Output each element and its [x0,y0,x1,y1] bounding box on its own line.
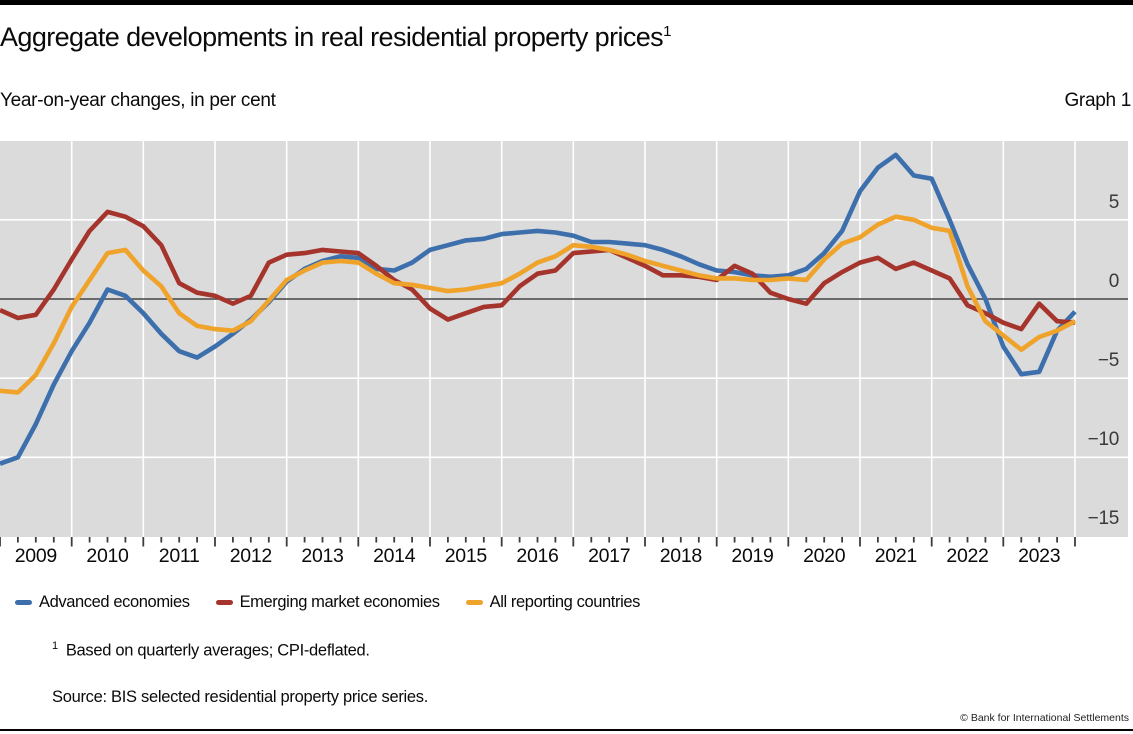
legend-label: Emerging market economies [239,593,440,611]
graph-number-label: Graph 1 [1064,90,1131,111]
chart-legend: Advanced economies Emerging market econom… [15,593,666,612]
y-tick-label: −10 [1087,429,1120,451]
year-label: 2019 [731,545,774,567]
year-label: 2020 [803,545,846,567]
year-label: 2022 [946,545,989,567]
year-label: 2021 [874,545,917,567]
legend-label: Advanced economies [39,593,190,611]
year-label: 2015 [444,545,487,567]
page-title: Aggregate developments in real residenti… [0,22,671,53]
legend-swatch-icon [15,600,32,605]
title-footnote-marker: 1 [663,23,671,40]
top-rule [0,0,1133,5]
series-line-2 [0,214,1077,395]
chart-subtitle: Year-on-year changes, in per cent [0,90,276,111]
year-label: 2009 [14,545,57,567]
year-label: 2014 [373,545,416,567]
footnote-marker: 1 [52,640,58,652]
legend-swatch-icon [215,600,233,605]
series-line-0 [0,152,1077,466]
series-line-1 [0,209,1076,332]
legend-item-2: All reporting countries [465,593,641,612]
legend-item-1: Emerging market economies [215,593,440,612]
year-label: 2010 [86,545,129,567]
year-label: 2012 [229,545,272,567]
legend-swatch-icon [465,600,483,605]
footnote: 1 Based on quarterly averages; CPI-deflat… [52,640,370,661]
source-line: Source: BIS selected residential propert… [52,688,429,706]
y-tick-label: 0 [1108,271,1120,292]
year-label: 2016 [516,545,559,567]
legend-item-0: Advanced economies [15,593,190,612]
footnote-text: Based on quarterly averages; CPI-deflate… [65,641,370,660]
y-tick-label: −5 [1097,350,1119,372]
y-tick-label: −15 [1087,508,1120,530]
year-label: 2023 [1018,545,1061,567]
year-label: 2013 [301,545,344,567]
page-title-text: Aggregate developments in real residenti… [0,22,664,52]
bottom-rule [0,729,1133,731]
y-tick-label: 5 [1108,191,1120,213]
year-label: 2017 [588,545,631,567]
year-label: 2018 [659,545,702,567]
x-axis-ticks [0,537,1076,547]
year-label: 2011 [158,545,200,567]
line-chart [0,141,1128,537]
legend-label: All reporting countries [489,593,641,611]
copyright-notice: © Bank for International Settlements [960,712,1129,724]
chart-plot-area [0,141,1128,537]
